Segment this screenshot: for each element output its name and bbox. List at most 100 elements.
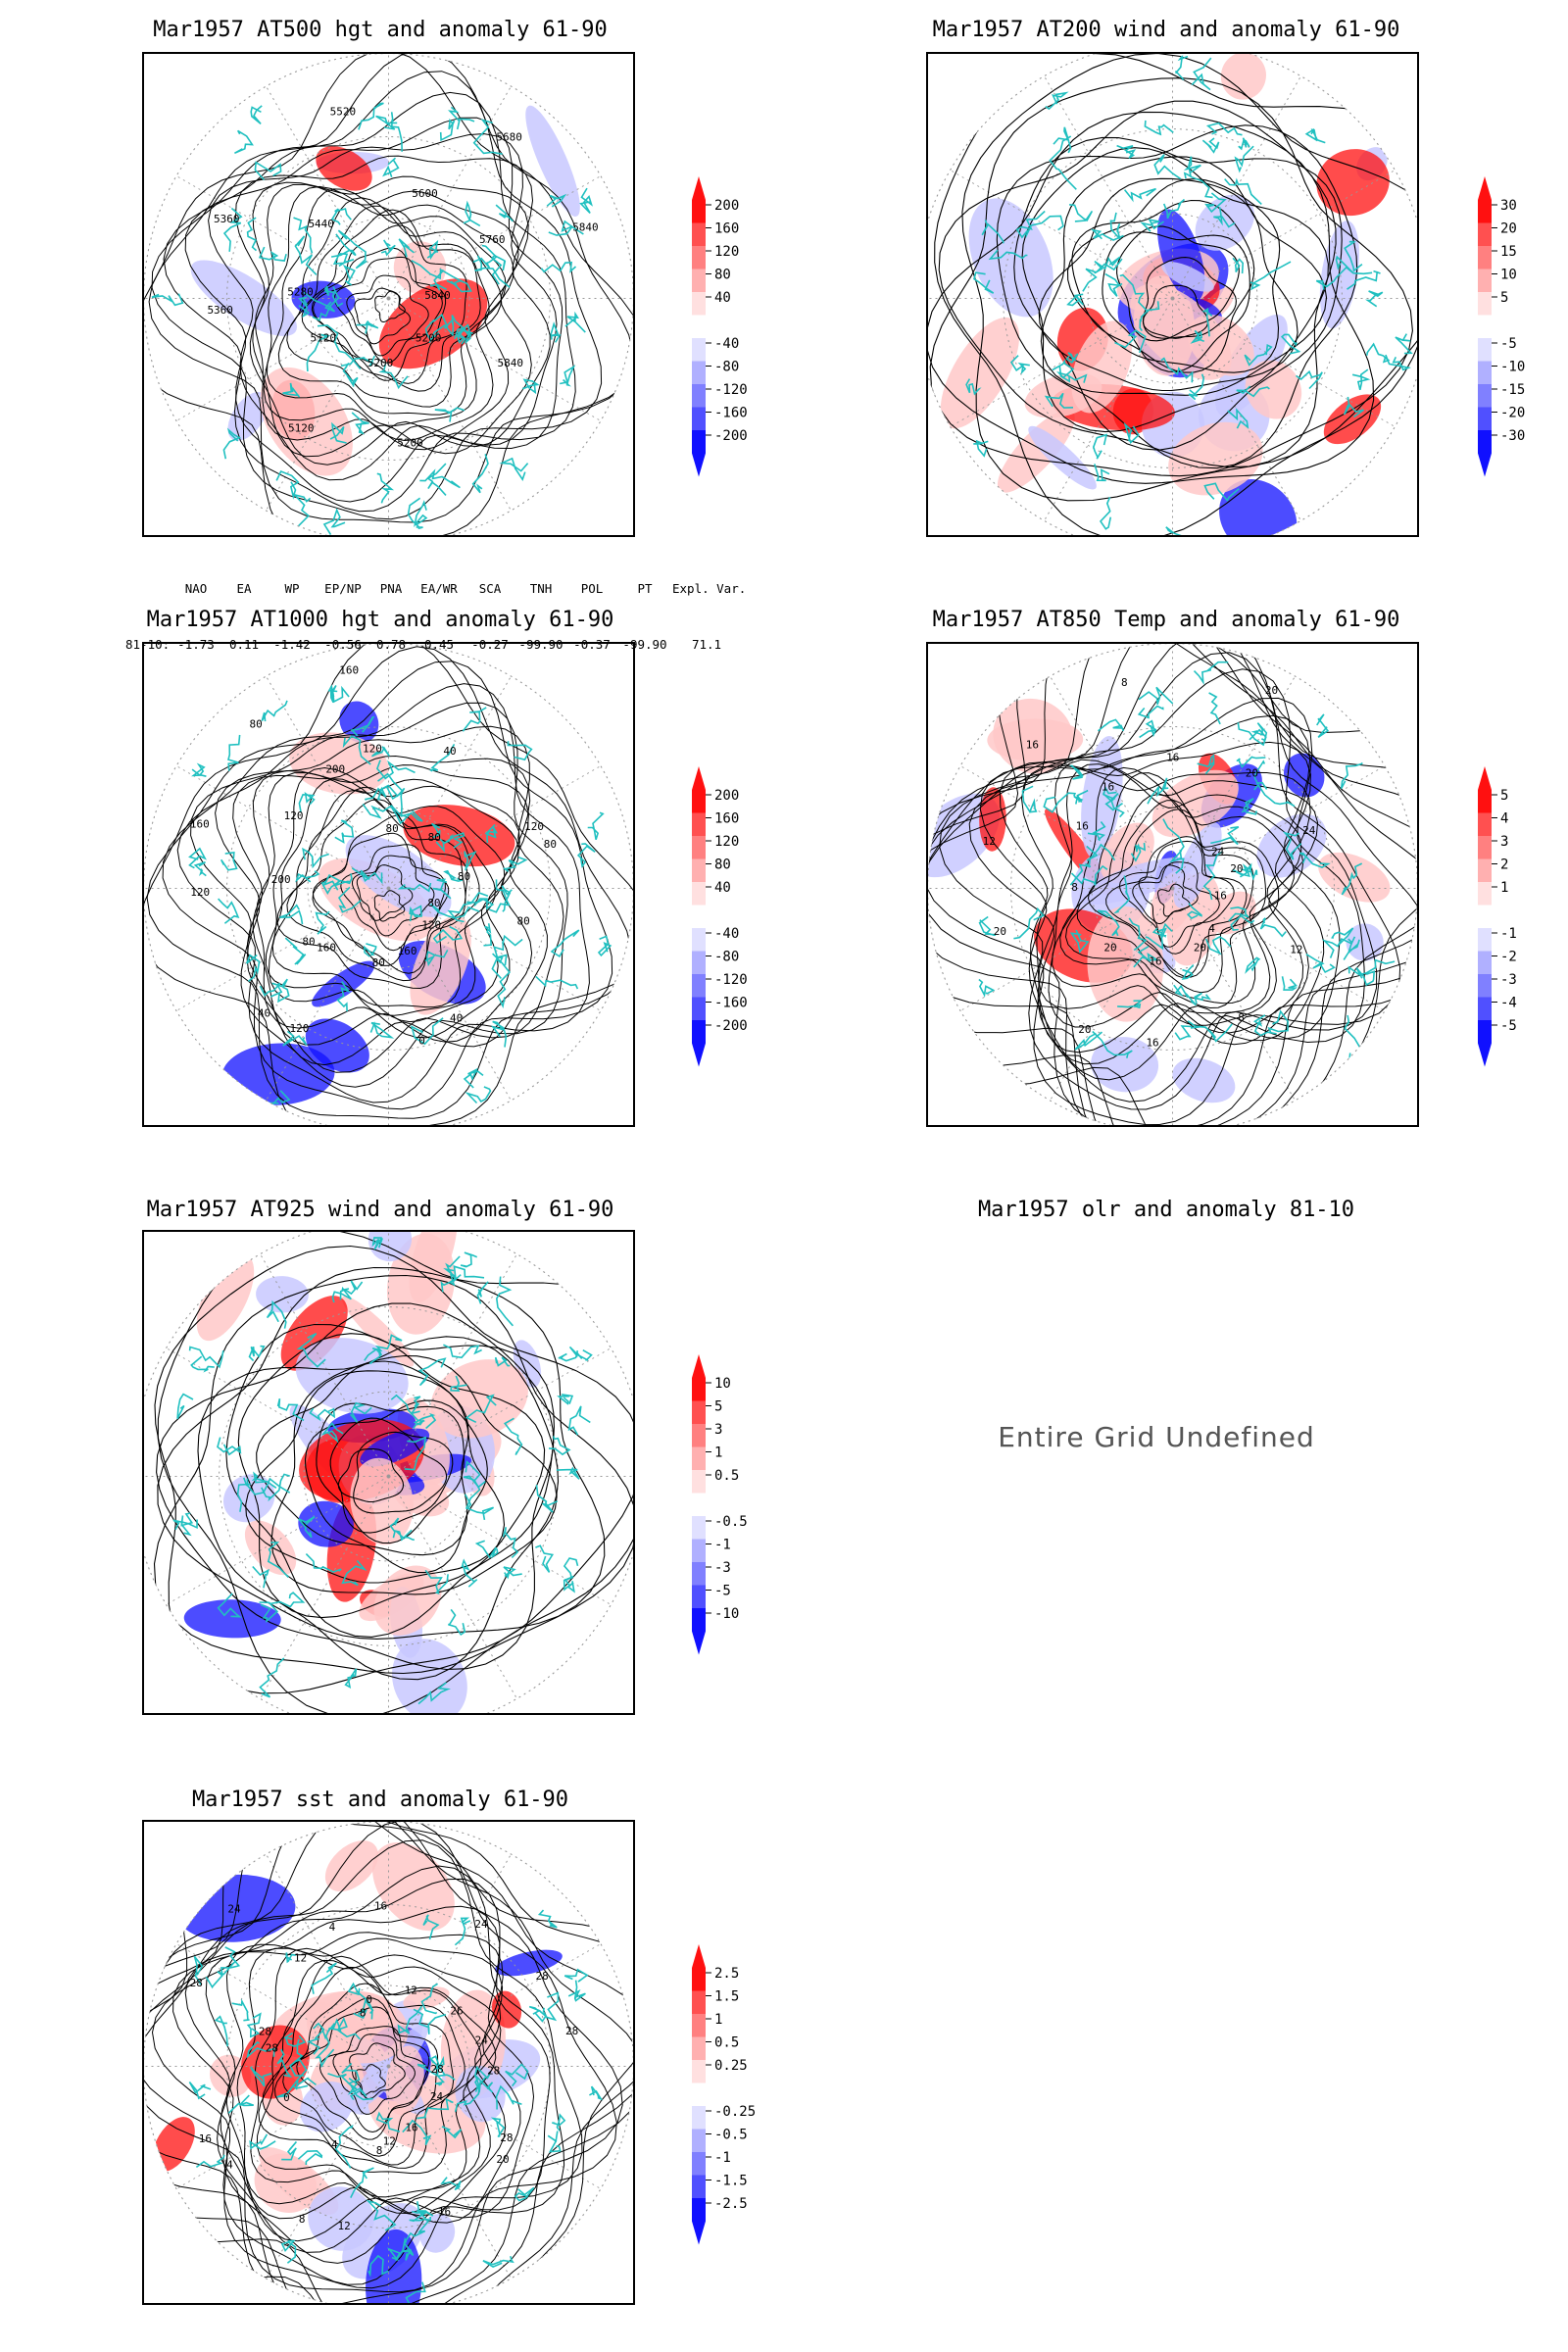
coastline (344, 1668, 358, 1690)
colorbar-segment (692, 1400, 706, 1424)
coastline (306, 333, 331, 371)
coastline (576, 843, 596, 868)
coastline (535, 1544, 555, 1573)
coastline (435, 2074, 456, 2086)
coastline (1190, 329, 1204, 344)
contour-label: 16 (1076, 820, 1089, 833)
streamline (316, 1402, 465, 1544)
coastline (1234, 145, 1254, 173)
meridian-line (1172, 298, 1301, 521)
coastline (1138, 686, 1174, 706)
coastline (298, 792, 316, 813)
coastline (1160, 357, 1194, 383)
contour-label: 12 (337, 2220, 350, 2232)
coastline (1113, 875, 1131, 914)
colorbar-top-arrow (692, 176, 706, 200)
coastline (1102, 785, 1123, 811)
coastline (450, 1375, 467, 1392)
contour-label: 8 (299, 2213, 306, 2226)
latitude-circle (226, 726, 551, 1051)
streamline (996, 124, 1358, 469)
coastline (1099, 497, 1112, 530)
streamline (1040, 156, 1328, 396)
contour-line (1105, 836, 1248, 978)
tele-header-5: EA/WR (420, 581, 458, 596)
coastline (1316, 713, 1330, 738)
coastline (320, 873, 353, 896)
coastline (1116, 144, 1137, 160)
colorbar-segment (692, 315, 706, 338)
colorbar-tick-label: 3 (1500, 834, 1508, 850)
meridian-line (166, 1348, 389, 1477)
colorbar-segment (692, 430, 706, 454)
coastline (279, 904, 304, 925)
coastline (1174, 55, 1189, 80)
coastline (567, 1980, 586, 2002)
colorbar-tick-label: 40 (714, 290, 731, 306)
coastline (320, 1422, 344, 1444)
coastline (341, 2062, 361, 2090)
coastline (378, 364, 409, 390)
colorbar-segment (692, 384, 706, 408)
coastline (334, 819, 355, 844)
colorbar-segment (692, 790, 706, 813)
coastline (364, 1348, 383, 1365)
coastline (1241, 798, 1257, 815)
contour-label: 20 (1246, 766, 1258, 779)
coastline (1347, 270, 1381, 290)
contour-label: 120 (284, 809, 304, 822)
meridian-line (260, 1253, 389, 1477)
coastline (1208, 692, 1221, 725)
coastline (548, 1436, 571, 1456)
coastline (1139, 301, 1160, 332)
coastline (466, 898, 495, 910)
coastline (463, 1067, 484, 1089)
contour-line (939, 668, 1378, 1110)
coastline (323, 285, 344, 308)
contour-label: 40 (443, 745, 456, 758)
coastline (483, 923, 493, 947)
coastline (330, 233, 357, 258)
anomaly-shading (345, 835, 452, 917)
coastline (259, 1657, 285, 1698)
coastline (220, 851, 238, 871)
map-svg: 2828242016161212884401628282824128401612… (144, 1822, 633, 2303)
coastline (1070, 864, 1108, 886)
colorbar-segment (692, 997, 706, 1020)
meridian-line (388, 1476, 517, 1699)
contour-label: 24 (1302, 824, 1316, 837)
map-500-hgt: 5840 5840 5200 5200 5200 5120 5120 5360 5280 5360… (142, 52, 635, 537)
anomaly-shading (316, 146, 372, 191)
colorbar-tick-label: -5 (1500, 1018, 1517, 1034)
coastline (424, 313, 448, 341)
meridian-line (950, 170, 1173, 299)
streamline (329, 1417, 454, 1534)
colorbar-segment (692, 2175, 706, 2198)
map-svg (144, 1232, 633, 1713)
tele-value-5: 0.45 (423, 637, 455, 652)
coastline (434, 407, 466, 422)
contour-line (1038, 763, 1302, 1026)
colorbar-tick-label: -15 (1500, 382, 1525, 398)
coastline (315, 910, 330, 935)
anomaly-shading (256, 1276, 309, 1313)
teleconnection-row-label: 81-10: (125, 637, 171, 652)
coastline (1385, 354, 1412, 371)
coastline (258, 246, 287, 262)
coastline (307, 2022, 325, 2055)
streamline (157, 1266, 606, 1640)
colorbar-svg: 10 5 3 1 0.5 -0.5 -1 -3 -5 -10 (692, 1354, 748, 1655)
colorbar-tick-label: 10 (1500, 268, 1517, 283)
coastline (376, 472, 395, 504)
colorbar-segment (692, 1608, 706, 1632)
colorbar-tick-label: -80 (714, 950, 739, 965)
panel-title-500: Mar1957 AT500 hgt and anomaly 61-90 (153, 18, 608, 42)
anomaly-shading (1161, 261, 1214, 292)
colorbar-tick-label: 5 (1500, 788, 1508, 804)
colorbar-tick-label: -40 (714, 926, 739, 942)
coastline (331, 685, 350, 704)
colorbar-tick-label: -80 (714, 360, 739, 375)
contour-line (190, 702, 568, 1088)
tele-value-2: -1.42 (273, 637, 311, 652)
coastline (341, 1559, 368, 1587)
